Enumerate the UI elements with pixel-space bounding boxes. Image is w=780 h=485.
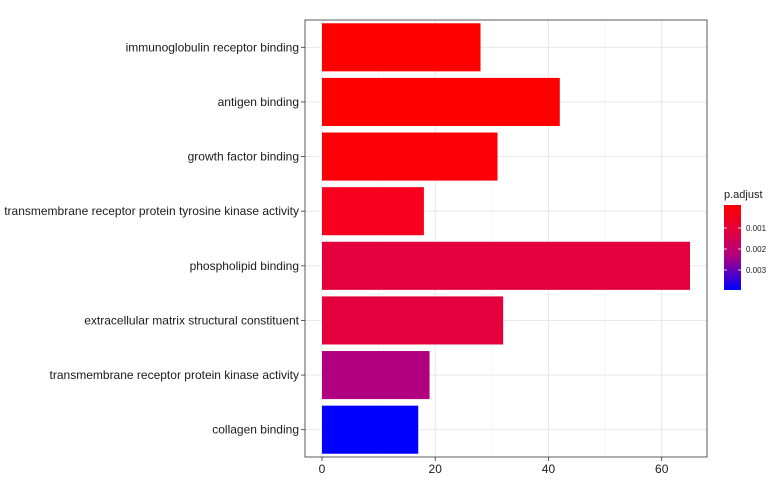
category-label: collagen binding [212, 423, 299, 437]
category-label: growth factor binding [188, 150, 299, 164]
x-tick-label: 60 [655, 462, 669, 476]
bar [321, 351, 430, 400]
legend-ticks: 0.001 0.002 0.003 [724, 224, 767, 275]
category-label: immunoglobulin receptor binding [126, 40, 299, 54]
bars [321, 23, 691, 454]
plot-panel-border [304, 19, 708, 458]
bar [321, 296, 504, 345]
color-legend: p.adjust 0.001 0.002 0.003 [724, 189, 767, 290]
bar [321, 23, 481, 72]
x-tick-label: 20 [429, 462, 443, 476]
category-label: transmembrane receptor protein kinase ac… [50, 368, 299, 382]
category-label: phospholipid binding [190, 259, 299, 273]
x-tick-label: 40 [542, 462, 556, 476]
legend-colorbar [724, 205, 741, 290]
bar [321, 241, 691, 290]
bar [321, 77, 560, 126]
bar [321, 187, 424, 236]
x-tick-label: 0 [319, 462, 326, 476]
category-label: transmembrane receptor protein tyrosine … [4, 204, 299, 218]
category-label: extracellular matrix structural constitu… [84, 313, 299, 327]
category-label: antigen binding [218, 95, 299, 109]
bar [321, 405, 419, 454]
legend-tick-label: 0.003 [746, 266, 767, 275]
category-labels: immunoglobulin receptor binding antigen b… [4, 40, 305, 437]
legend-tick-label: 0.001 [746, 224, 767, 233]
legend-tick-label: 0.002 [746, 245, 767, 254]
x-axis-ticks: 0 20 40 60 [319, 457, 669, 476]
bar [321, 132, 498, 181]
legend-title: p.adjust [724, 189, 763, 201]
